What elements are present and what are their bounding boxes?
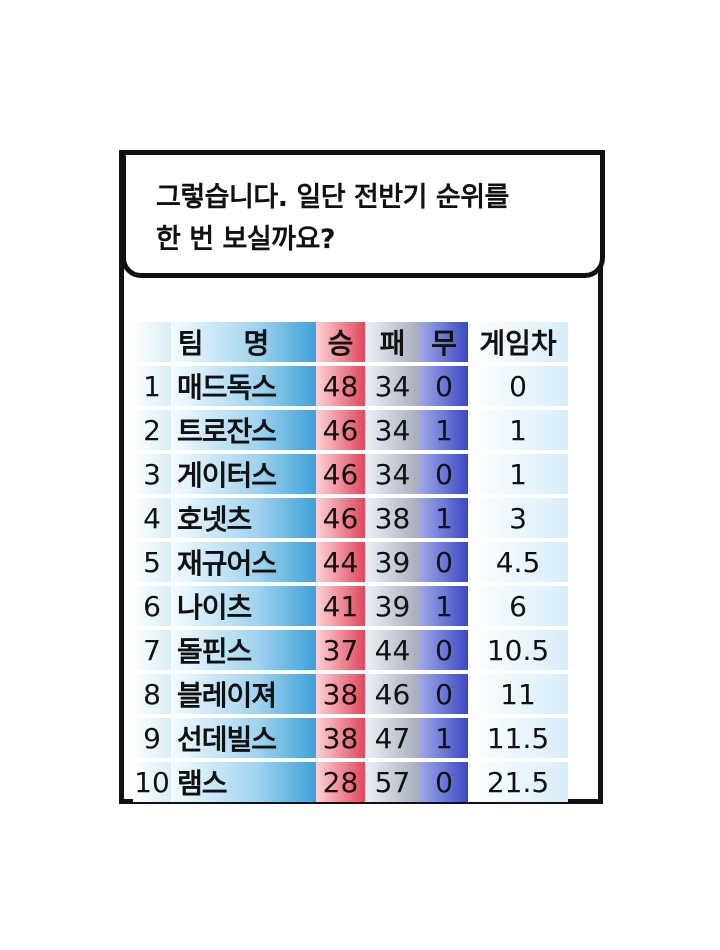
loss-cell: 44	[365, 630, 420, 670]
win-cell: 38	[316, 718, 365, 758]
team-cell: 호넷츠	[171, 498, 316, 538]
rank-cell: 4	[133, 498, 171, 538]
games-behind-cell: 0	[468, 366, 568, 406]
draw-cell: 1	[420, 718, 468, 758]
table-row: 3 게이터스 46 34 0 1	[133, 454, 568, 494]
draw-cell: 0	[420, 630, 468, 670]
loss-cell: 34	[365, 366, 420, 406]
header-draw: 무	[420, 322, 468, 362]
loss-cell: 39	[365, 542, 420, 582]
table-header-row: 팀명 승 패 무 게임차	[133, 322, 568, 362]
team-cell: 게이터스	[171, 454, 316, 494]
speech-bubble: 그렇습니다. 일단 전반기 순위를 한 번 보실까요?	[121, 150, 605, 278]
games-behind-cell: 4.5	[468, 542, 568, 582]
bubble-line-1: 그렇습니다. 일단 전반기 순위를	[156, 182, 509, 213]
team-cell: 나이츠	[171, 586, 316, 626]
team-cell: 트로잔스	[171, 410, 316, 450]
win-cell: 46	[316, 454, 365, 494]
games-behind-cell: 21.5	[468, 762, 568, 802]
win-cell: 37	[316, 630, 365, 670]
table-row: 1 매드독스 48 34 0 0	[133, 366, 568, 406]
loss-cell: 34	[365, 454, 420, 494]
team-cell: 매드독스	[171, 366, 316, 406]
draw-cell: 0	[420, 674, 468, 714]
rank-cell: 2	[133, 410, 171, 450]
team-cell: 돌핀스	[171, 630, 316, 670]
win-cell: 46	[316, 410, 365, 450]
header-team: 팀명	[171, 322, 316, 362]
header-loss: 패	[365, 322, 420, 362]
table-row: 6 나이츠 41 39 1 6	[133, 586, 568, 626]
win-cell: 48	[316, 366, 365, 406]
loss-cell: 38	[365, 498, 420, 538]
team-cell: 재규어스	[171, 542, 316, 582]
draw-cell: 0	[420, 366, 468, 406]
header-rank	[133, 322, 171, 362]
games-behind-cell: 1	[468, 410, 568, 450]
loss-cell: 34	[365, 410, 420, 450]
rank-cell: 1	[133, 366, 171, 406]
table-row: 7 돌핀스 37 44 0 10.5	[133, 630, 568, 670]
bubble-text: 그렇습니다. 일단 전반기 순위를 한 번 보실까요?	[156, 177, 509, 261]
table-row: 5 재규어스 44 39 0 4.5	[133, 542, 568, 582]
draw-cell: 1	[420, 498, 468, 538]
games-behind-cell: 3	[468, 498, 568, 538]
standings-table: 팀명 승 패 무 게임차 1 매드독스 48 34 0 0 2 트로잔스 46 34 1 1 3 게이터스…	[133, 318, 568, 806]
games-behind-cell: 11	[468, 674, 568, 714]
games-behind-cell: 10.5	[468, 630, 568, 670]
games-behind-cell: 6	[468, 586, 568, 626]
draw-cell: 0	[420, 542, 468, 582]
table-row: 10 램스 28 57 0 21.5	[133, 762, 568, 802]
table-row: 4 호넷츠 46 38 1 3	[133, 498, 568, 538]
header-games-behind: 게임차	[468, 322, 568, 362]
rank-cell: 7	[133, 630, 171, 670]
win-cell: 28	[316, 762, 365, 802]
rank-cell: 9	[133, 718, 171, 758]
header-win: 승	[316, 322, 365, 362]
loss-cell: 47	[365, 718, 420, 758]
table-row: 9 선데빌스 38 47 1 11.5	[133, 718, 568, 758]
win-cell: 41	[316, 586, 365, 626]
loss-cell: 46	[365, 674, 420, 714]
team-cell: 선데빌스	[171, 718, 316, 758]
team-cell: 블레이져	[171, 674, 316, 714]
draw-cell: 0	[420, 454, 468, 494]
bubble-line-2: 한 번 보실까요?	[156, 224, 336, 255]
rank-cell: 3	[133, 454, 171, 494]
rank-cell: 10	[133, 762, 171, 802]
rank-cell: 8	[133, 674, 171, 714]
win-cell: 38	[316, 674, 365, 714]
games-behind-cell: 1	[468, 454, 568, 494]
win-cell: 46	[316, 498, 365, 538]
table-row: 2 트로잔스 46 34 1 1	[133, 410, 568, 450]
draw-cell: 0	[420, 762, 468, 802]
team-cell: 램스	[171, 762, 316, 802]
rank-cell: 5	[133, 542, 171, 582]
rank-cell: 6	[133, 586, 171, 626]
loss-cell: 39	[365, 586, 420, 626]
draw-cell: 1	[420, 586, 468, 626]
table-row: 8 블레이져 38 46 0 11	[133, 674, 568, 714]
draw-cell: 1	[420, 410, 468, 450]
loss-cell: 57	[365, 762, 420, 802]
games-behind-cell: 11.5	[468, 718, 568, 758]
win-cell: 44	[316, 542, 365, 582]
